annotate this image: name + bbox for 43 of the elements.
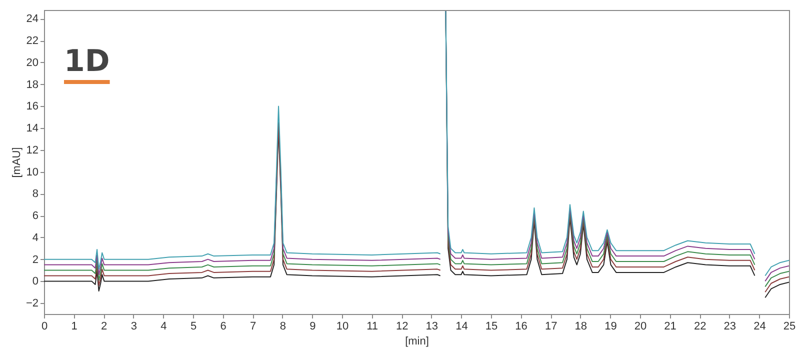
x-tick-label: 23 (724, 320, 736, 332)
x-tick-label: 15 (485, 320, 498, 332)
x-tick-label: 5 (190, 320, 197, 332)
x-tick-label: 19 (604, 320, 617, 332)
x-tick-label: 20 (634, 320, 647, 332)
x-tick-label: 25 (783, 320, 796, 332)
x-tick-label: 8 (280, 320, 286, 332)
y-tick-label: 24 (26, 13, 38, 26)
x-tick-label: 4 (160, 320, 167, 332)
x-tick-label: 18 (574, 320, 588, 332)
x-tick-label: 3 (130, 320, 137, 332)
x-tick-label: 21 (664, 320, 676, 332)
y-tick-label: 12 (26, 144, 38, 156)
x-tick-label: 12 (396, 320, 408, 332)
x-tick-label: 11 (366, 320, 378, 332)
x-axis-title: [min] (405, 336, 429, 348)
y-tick-label: 0 (32, 276, 38, 288)
x-tick-label: 14 (456, 320, 468, 332)
x-tick-label: 10 (336, 320, 349, 332)
y-tick-label: 20 (26, 56, 38, 69)
x-tick-label: 24 (754, 320, 766, 332)
y-tick-label: 22 (26, 35, 38, 48)
y-tick-label: 14 (26, 122, 38, 135)
y-tick-label: 4 (32, 232, 38, 244)
y-tick-label: 6 (32, 210, 38, 222)
y-tick-label: 18 (26, 78, 38, 91)
x-tick-label: 7 (250, 320, 256, 332)
y-tick-label: −2 (26, 298, 38, 310)
x-tick-label: 22 (694, 320, 706, 332)
x-tick-label: 16 (515, 320, 528, 332)
y-tick-label: 8 (32, 188, 38, 200)
y-tick-label: 2 (32, 254, 38, 266)
x-tick-label: 9 (310, 320, 316, 332)
x-tick-label: 6 (220, 320, 226, 332)
annotation: 1D (64, 44, 110, 79)
y-tick-label: 10 (26, 166, 38, 178)
x-tick-label: 17 (544, 320, 558, 332)
y-tick-label: 16 (26, 100, 38, 113)
x-tick-label: 2 (101, 320, 108, 332)
x-tick-label: 0 (41, 320, 48, 332)
x-tick-label: 1 (71, 320, 78, 332)
y-axis-title: [mAU] (10, 147, 23, 178)
x-tick-label: 13 (426, 320, 438, 332)
